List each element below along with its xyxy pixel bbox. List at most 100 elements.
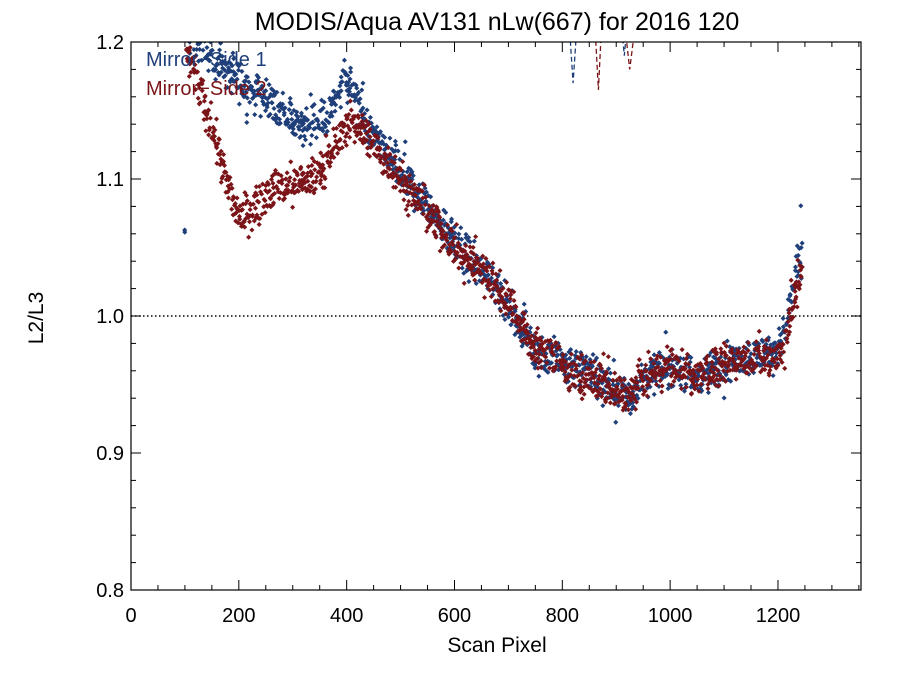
data-point [287, 95, 293, 101]
data-point [338, 74, 344, 80]
x-tick-label: 400 [330, 605, 363, 627]
y-tick-label: 1.1 [96, 169, 124, 191]
data-point [218, 42, 224, 46]
data-point [209, 36, 214, 41]
data-point [193, 29, 198, 34]
data-point [780, 315, 786, 321]
data-point [497, 267, 503, 274]
x-tick-label: 0 [125, 605, 136, 627]
data-point [234, 76, 240, 82]
data-point [293, 131, 299, 138]
x-tick-label: 600 [438, 605, 471, 627]
data-point [298, 133, 304, 139]
data-point [374, 124, 380, 130]
data-point [192, 19, 197, 24]
data-point [284, 170, 290, 176]
data-point [461, 280, 467, 286]
data-point [287, 175, 293, 181]
y-tick-label: 1.2 [96, 32, 124, 54]
data-point [521, 301, 527, 307]
data-point [782, 365, 788, 371]
data-point [184, 29, 189, 34]
data-point [276, 195, 282, 202]
data-point [244, 112, 250, 118]
data-point [551, 334, 557, 340]
data-point [535, 325, 541, 331]
data-point [252, 205, 259, 211]
data-point [218, 69, 224, 75]
data-point [224, 84, 230, 90]
series-2 [183, 31, 805, 413]
data-point [733, 376, 739, 382]
data-point [300, 143, 306, 149]
data-point [341, 57, 347, 63]
data-point [799, 240, 805, 246]
data-point [382, 134, 388, 140]
data-point [186, 26, 191, 31]
data-point [613, 419, 619, 425]
data-point [186, 32, 191, 37]
data-point [651, 391, 657, 397]
data-point [635, 363, 641, 369]
data-point [183, 31, 188, 36]
data-point [470, 244, 476, 250]
legend-entry: Mirror−Side 1 [146, 49, 267, 71]
data-point [636, 357, 642, 363]
data-point [190, 21, 195, 26]
data-point [756, 328, 762, 334]
data-point [663, 329, 669, 335]
data-point [664, 344, 670, 350]
data-point [212, 66, 219, 73]
data-point [203, 36, 208, 41]
data-point [607, 400, 613, 406]
data-point [794, 304, 800, 310]
data-point [348, 107, 354, 113]
data-point [721, 395, 727, 401]
data-point [798, 203, 804, 209]
data-point [246, 219, 253, 225]
data-point [200, 33, 205, 38]
data-point [252, 112, 258, 118]
data-point [302, 137, 309, 143]
data-point [601, 351, 607, 357]
data-point [185, 34, 190, 39]
data-point [280, 90, 286, 96]
data-point [458, 225, 464, 231]
data-point [311, 112, 317, 118]
data-point [247, 99, 253, 105]
data-point [348, 69, 354, 75]
data-point [199, 32, 204, 37]
data-point [313, 135, 319, 141]
data-point [639, 362, 645, 368]
data-point [332, 133, 338, 139]
data-point [207, 115, 213, 121]
data-point [352, 98, 358, 104]
data-point [322, 124, 329, 130]
data-point [189, 28, 194, 33]
data-point [659, 383, 665, 389]
data-point [195, 34, 200, 39]
data-point [196, 35, 201, 40]
data-point [659, 389, 665, 395]
data-point [197, 33, 202, 38]
data-point [401, 197, 407, 203]
data-point [456, 231, 462, 237]
data-point [213, 116, 220, 122]
data-point [347, 134, 353, 140]
data-point [308, 91, 314, 98]
data-point [456, 265, 462, 271]
legend: Mirror−Side 1 Mirror−Side 2 [146, 49, 267, 100]
data-point [387, 135, 393, 141]
data-point [251, 88, 257, 94]
y-tick-label: 0.8 [96, 580, 124, 602]
data-point [705, 386, 711, 392]
data-point [406, 198, 412, 204]
data-point [238, 83, 244, 89]
data-point [271, 105, 277, 112]
data-point [203, 128, 209, 134]
data-point [210, 36, 215, 41]
data-point [188, 30, 193, 35]
data-point [188, 21, 193, 26]
data-point [318, 177, 324, 183]
